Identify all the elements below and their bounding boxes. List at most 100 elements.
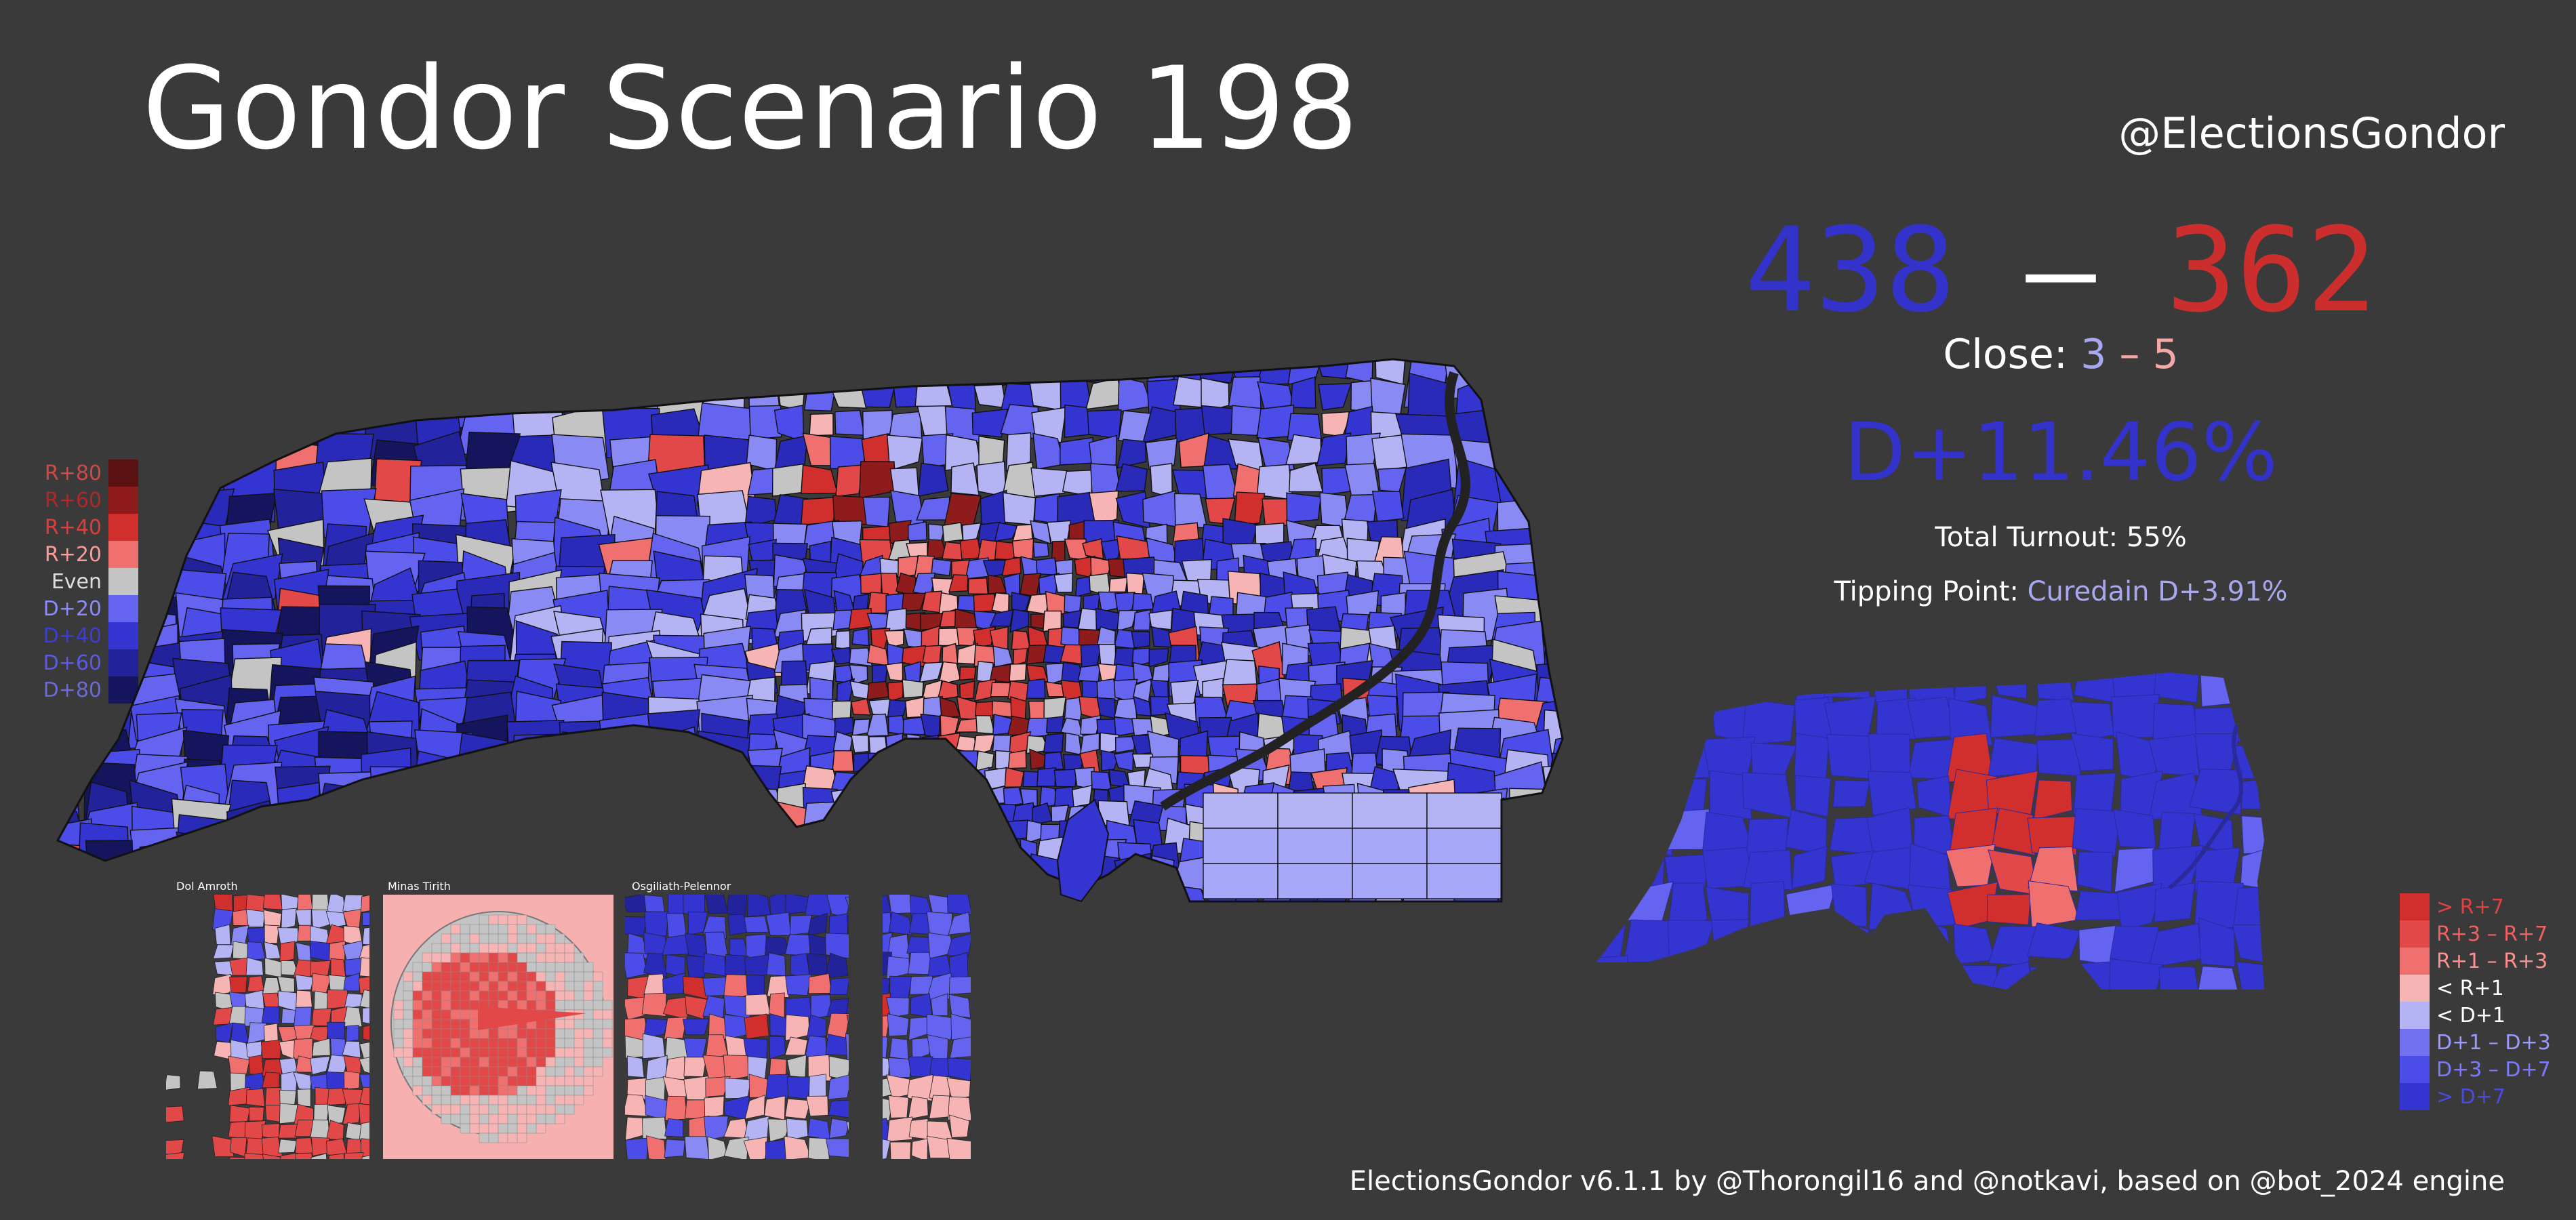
seat-district	[1743, 849, 1793, 891]
district	[564, 962, 575, 973]
district	[536, 1095, 546, 1105]
seat-district	[1823, 672, 1871, 699]
district	[743, 1137, 768, 1159]
district	[683, 1018, 710, 1036]
district	[784, 1098, 811, 1120]
close-dem: 3	[2080, 331, 2107, 378]
district	[801, 464, 839, 495]
district	[1538, 490, 1563, 547]
district	[441, 1076, 451, 1086]
legend-swatch	[2400, 948, 2430, 975]
district	[479, 914, 489, 925]
district	[705, 895, 729, 914]
district	[693, 359, 743, 398]
district	[959, 537, 982, 560]
district	[58, 563, 92, 608]
seat-district	[1864, 931, 1915, 965]
district	[58, 851, 86, 901]
district	[980, 801, 997, 824]
district	[359, 944, 369, 962]
district	[825, 1138, 851, 1158]
district	[850, 697, 871, 716]
seat-district	[2068, 999, 2120, 1017]
district	[536, 962, 546, 973]
seat-district	[2232, 672, 2264, 702]
district	[834, 664, 852, 683]
district	[230, 836, 281, 897]
seat-district	[1792, 846, 1828, 889]
district	[359, 989, 369, 1009]
district	[784, 1135, 811, 1159]
district	[662, 972, 686, 996]
district	[1546, 552, 1563, 611]
district	[279, 815, 329, 875]
district	[972, 853, 1005, 887]
district	[573, 1047, 584, 1058]
district	[325, 359, 373, 408]
district	[545, 1104, 556, 1115]
district	[555, 943, 565, 954]
district	[769, 895, 791, 916]
district	[58, 545, 93, 597]
close-rep: 5	[2152, 331, 2179, 378]
seat-district	[2068, 961, 2116, 990]
district	[412, 1047, 423, 1058]
district	[248, 1055, 264, 1077]
district	[1202, 464, 1239, 501]
district	[926, 1013, 954, 1040]
district	[517, 943, 527, 954]
district	[247, 927, 266, 947]
district	[564, 952, 575, 963]
district	[564, 1095, 575, 1105]
district	[801, 836, 838, 872]
district	[403, 1066, 414, 1077]
seat-district	[2158, 967, 2200, 990]
legend-swatch	[108, 676, 138, 704]
district	[479, 1066, 489, 1077]
district	[410, 750, 460, 806]
district	[412, 971, 423, 982]
district	[583, 1066, 594, 1077]
district	[58, 761, 81, 813]
close-label: Close:	[1943, 331, 2068, 378]
seat-district	[2158, 811, 2196, 849]
legend-label: R+3 – R+7	[2436, 922, 2548, 946]
district	[921, 590, 943, 614]
district	[261, 1006, 280, 1025]
seat-district	[1988, 737, 2038, 777]
district	[1536, 519, 1563, 570]
district	[517, 1038, 527, 1049]
district	[866, 680, 890, 700]
seat-district	[1596, 704, 1632, 742]
district	[948, 976, 971, 995]
district	[498, 1028, 508, 1039]
district	[769, 1036, 786, 1059]
seat-district	[2114, 847, 2155, 893]
legend-label: < D+1	[2436, 1003, 2505, 1028]
seat-district	[1626, 851, 1665, 889]
district	[934, 770, 953, 790]
seat-district	[1864, 961, 1918, 990]
district	[488, 1095, 499, 1105]
district	[441, 1114, 451, 1124]
seat-district	[2029, 967, 2082, 990]
district	[358, 1103, 369, 1126]
district	[403, 1047, 414, 1058]
district	[1113, 750, 1134, 772]
district	[507, 1047, 518, 1058]
district	[555, 1038, 565, 1049]
seat-district	[1908, 920, 1953, 964]
seat-district	[1794, 733, 1830, 783]
district	[526, 1114, 537, 1124]
district	[658, 810, 703, 858]
district	[77, 666, 133, 718]
district	[245, 909, 266, 928]
district	[412, 1038, 423, 1049]
district	[507, 943, 518, 954]
seat-district	[2114, 997, 2159, 1017]
district	[912, 785, 935, 807]
district	[76, 862, 134, 901]
seat-district	[2111, 694, 2160, 739]
district	[479, 1076, 489, 1086]
district	[479, 1047, 489, 1058]
